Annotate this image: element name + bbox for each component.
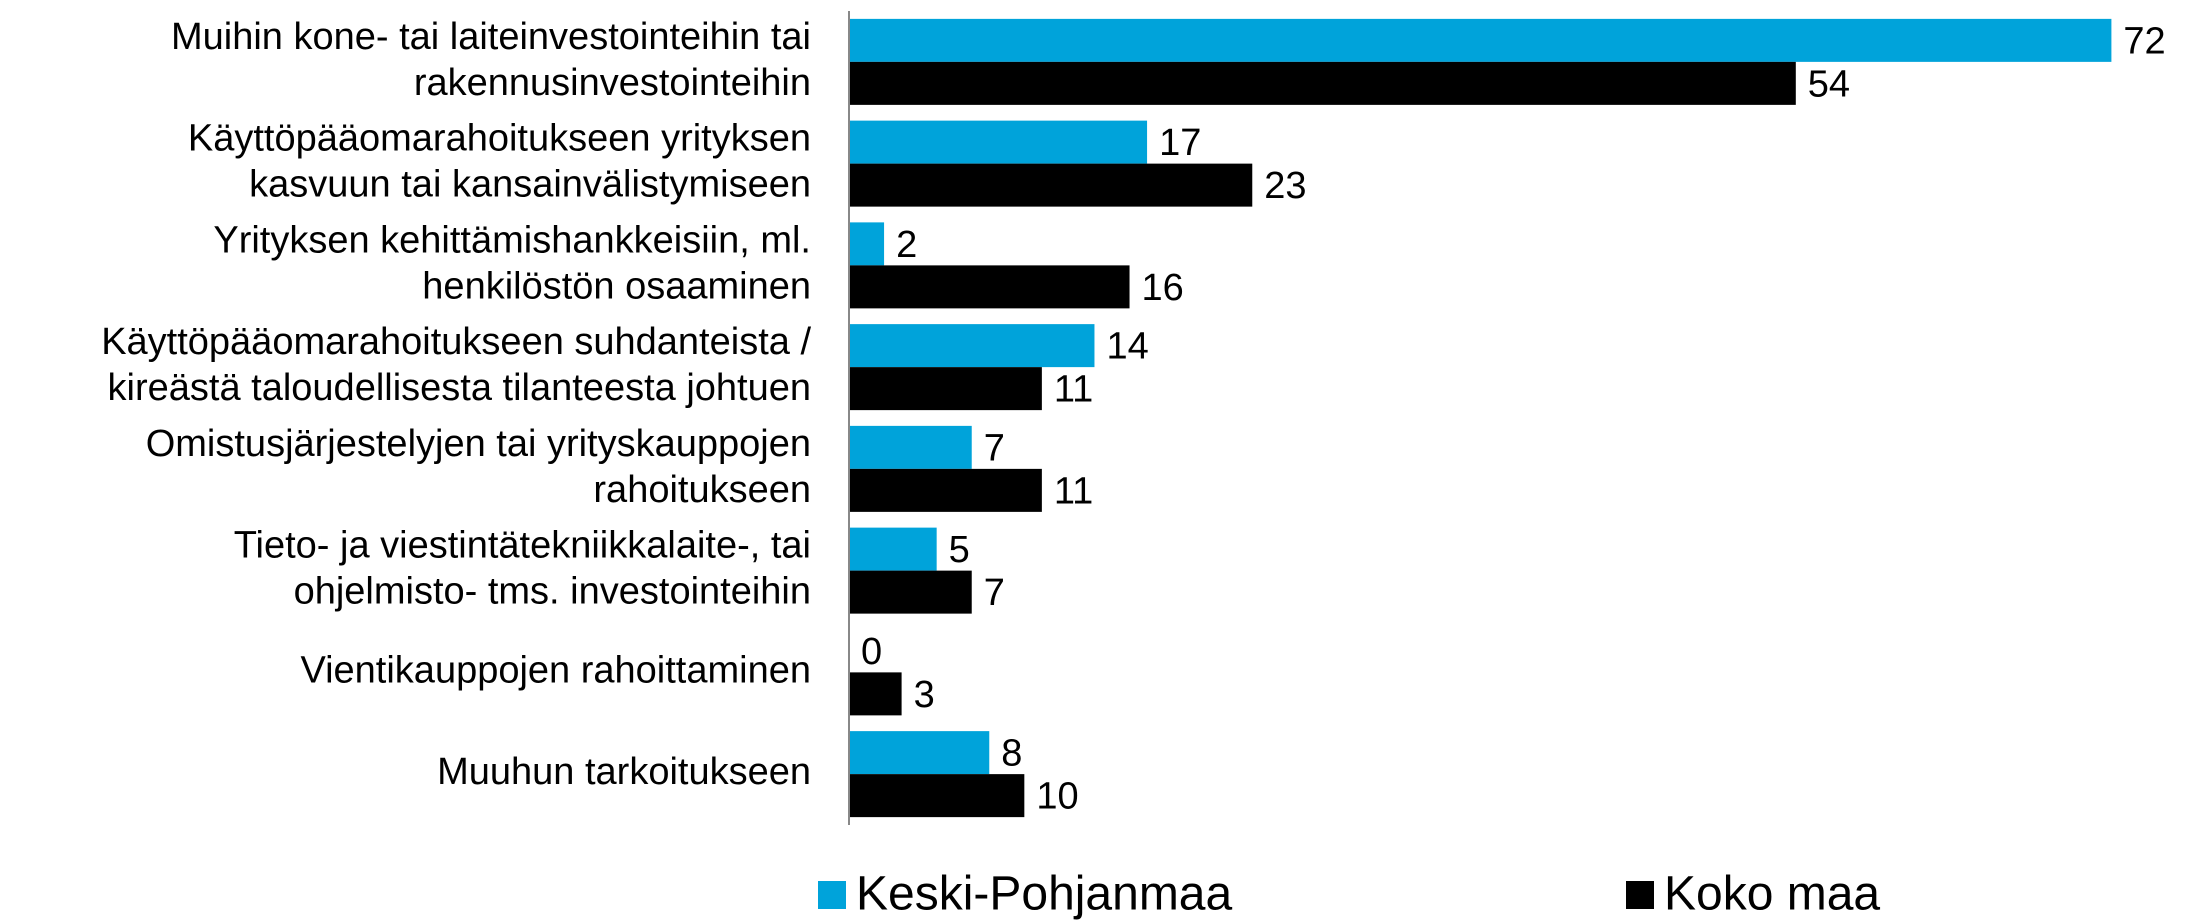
value-label: 7 <box>984 427 1005 469</box>
category-label: rakennusinvestointeihin <box>414 62 811 104</box>
category-label: rahoitukseen <box>593 469 811 511</box>
value-label: 10 <box>1036 776 1078 818</box>
legend-swatch <box>1626 881 1654 909</box>
value-label: 8 <box>1001 733 1022 775</box>
bar <box>849 18 2112 62</box>
bar <box>849 324 1095 368</box>
category-label: ohjelmisto- tms. investointeihin <box>294 571 811 613</box>
value-label: 7 <box>984 572 1005 614</box>
category-label: Muihin kone- tai laiteinvestointeihin ta… <box>171 16 811 58</box>
legend-label: Keski-Pohjanmaa <box>856 868 1233 920</box>
bar <box>849 774 1025 818</box>
category-label: kasvuun tai kansainvälistymiseen <box>249 164 811 206</box>
value-label: 11 <box>1054 369 1093 411</box>
value-label: 23 <box>1264 165 1306 207</box>
value-label: 72 <box>2123 20 2165 62</box>
bar <box>849 265 1130 309</box>
category-label: henkilöstön osaaminen <box>422 265 811 307</box>
value-label: 14 <box>1106 326 1148 368</box>
value-label: 54 <box>1808 63 1850 105</box>
category-label: Yrityksen kehittämishankkeisiin, ml. <box>213 219 811 261</box>
bar <box>849 61 1796 105</box>
bar <box>849 672 902 716</box>
legend-swatch <box>818 881 846 909</box>
value-label: 17 <box>1159 122 1201 164</box>
bar <box>849 527 937 571</box>
bar <box>849 425 972 469</box>
value-label: 5 <box>949 529 970 571</box>
value-label: 3 <box>914 674 935 716</box>
bar <box>849 731 990 775</box>
category-label: kireästä taloudellisesta tilanteesta joh… <box>108 367 811 409</box>
category-label: Vientikauppojen rahoittaminen <box>300 649 811 691</box>
value-label: 0 <box>861 631 882 673</box>
category-label: Käyttöpääomarahoitukseen suhdanteista / <box>101 321 811 363</box>
bar <box>849 570 972 614</box>
bar <box>849 468 1042 512</box>
bar <box>849 222 885 266</box>
value-label: 2 <box>896 224 917 266</box>
value-label: 11 <box>1054 470 1093 512</box>
category-label: Omistusjärjestelyjen tai yrityskauppojen <box>146 423 811 465</box>
category-label: Muuhun tarkoitukseen <box>437 751 811 793</box>
legend-label: Koko maa <box>1664 868 1880 920</box>
bar <box>849 367 1042 411</box>
category-label: Käyttöpääomarahoitukseen yrityksen <box>188 118 811 160</box>
category-label: Tieto- ja viestintätekniikkalaite-, tai <box>234 525 811 567</box>
bar <box>849 163 1253 207</box>
bar <box>849 120 1148 164</box>
value-label: 16 <box>1142 267 1184 309</box>
